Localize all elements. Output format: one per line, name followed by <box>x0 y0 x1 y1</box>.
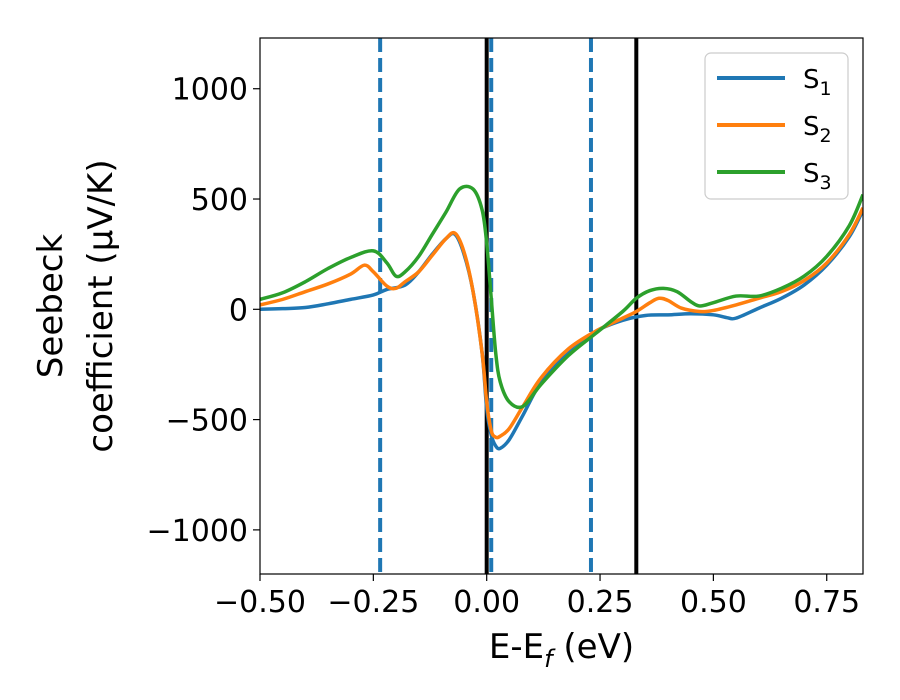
legend-label-s3: S3 <box>803 159 832 194</box>
series-line-s2 <box>260 207 863 440</box>
reference-lines <box>378 38 639 574</box>
x-tick-label: −0.50 <box>214 585 306 620</box>
x-axis: −0.50 −0.25 0.00 0.25 0.50 0.75 <box>214 574 860 620</box>
y-axis-label-line2: coefficient (μV/K) <box>81 159 121 452</box>
y-tick-label: −1000 <box>147 514 248 549</box>
x-tick-label: −0.25 <box>327 585 419 620</box>
legend-label-s2: S2 <box>803 112 832 147</box>
y-tick-label: 1000 <box>172 73 248 108</box>
y-tick-label: −500 <box>166 404 248 439</box>
x-tick-label: 0.75 <box>793 585 860 620</box>
series-line-s3 <box>260 184 863 410</box>
legend-label-s1: S1 <box>803 65 832 100</box>
plot-frame <box>259 37 864 575</box>
series-lines <box>260 184 863 451</box>
x-tick-label: 0.50 <box>680 585 747 620</box>
y-axis: −1000 −500 0 500 1000 <box>147 73 260 549</box>
y-tick-label: 0 <box>229 293 248 328</box>
x-tick-label: 0.25 <box>567 585 634 620</box>
y-tick-label: 500 <box>191 183 248 218</box>
series-line-s1 <box>260 209 863 451</box>
x-axis-label: E-Ef (eV) <box>489 627 634 673</box>
y-axis-label-line1: Seebeck <box>31 234 71 379</box>
legend: S1 S2 S3 <box>704 52 849 200</box>
x-tick-label: 0.00 <box>453 585 520 620</box>
